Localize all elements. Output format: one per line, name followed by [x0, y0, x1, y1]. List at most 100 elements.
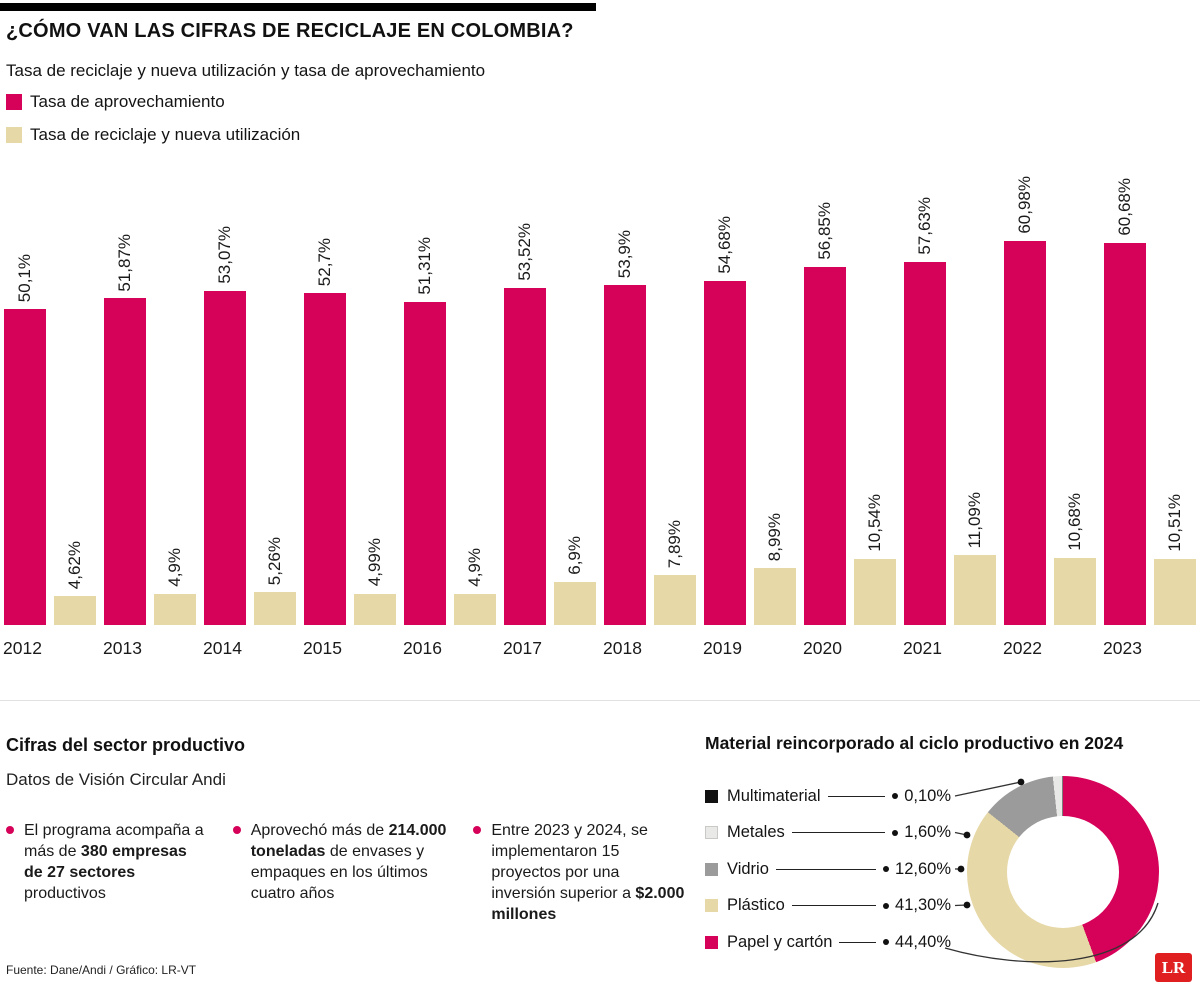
bar-value-label: 11,09%: [965, 491, 984, 549]
year-group: 56,85% 10,54% 2020: [800, 170, 900, 670]
donut-legend-value: 1,60%: [904, 823, 951, 841]
bar-value-label: 57,63%: [915, 197, 934, 255]
donut-legend: Multimaterial 0,10% Metales 1,60% Vidrio 12,6…: [705, 783, 951, 966]
bar-column: 51,31%: [404, 237, 446, 625]
year-label: 2016: [403, 638, 442, 658]
bullet-item: El programa acompaña a más de 380 empres…: [6, 820, 209, 926]
bar: [304, 293, 346, 625]
bar-value-label: 60,68%: [1115, 178, 1134, 236]
sector-subtitle: Datos de Visión Circular Andi: [6, 770, 226, 789]
donut-legend-item: Plástico 41,30%: [705, 893, 951, 919]
legend-connector-line: [791, 905, 877, 906]
bar-column: 57,63%: [904, 197, 946, 625]
donut-hole: [1007, 816, 1119, 928]
bar: [454, 594, 496, 625]
donut-title: Material reincorporado al ciclo producti…: [705, 733, 1124, 753]
bar-pair: 52,7% 4,99%: [300, 170, 400, 625]
bar-column: 10,51%: [1154, 494, 1196, 625]
bar: [654, 575, 696, 625]
donut-legend-label: Papel y cartón: [727, 932, 833, 951]
bar-column: 51,87%: [104, 234, 146, 625]
bar: [4, 309, 46, 625]
bar: [904, 261, 946, 625]
bar: [1104, 242, 1146, 625]
bar-pair: 57,63% 11,09%: [900, 170, 1000, 625]
bar-pair: 56,85% 10,54%: [800, 170, 900, 625]
bullet-dot: [473, 826, 482, 834]
legend-connector-line: [839, 941, 877, 943]
bar: [604, 285, 646, 625]
bar: [704, 280, 746, 625]
donut-legend-label: Multimaterial: [727, 786, 821, 805]
legend-label: Tasa de reciclaje y nueva utilización: [30, 125, 301, 144]
bar: [754, 568, 796, 625]
year-label: 2020: [803, 638, 842, 658]
bullet-item: Aprovechó más de 214.000 toneladas de en…: [232, 820, 450, 926]
donut-legend-item: Papel y cartón 44,40%: [705, 929, 951, 955]
bar-value-label: 51,87%: [115, 233, 134, 292]
source-credit: Fuente: Dane/Andi / Gráfico: LR-VT: [6, 963, 197, 977]
bar: [954, 555, 996, 625]
year-group: 50,1% 4,62% 2012: [0, 170, 100, 670]
donut-legend-label: Vidrio: [727, 859, 769, 878]
bar: [804, 266, 846, 625]
legend-dot: [883, 866, 890, 872]
legend-swatch: [6, 127, 22, 143]
donut-legend-swatch: [705, 935, 718, 949]
bar: [504, 287, 546, 625]
year-label: 2015: [303, 638, 342, 658]
bar-column: 6,9%: [554, 536, 596, 625]
donut-legend-label: Plástico: [727, 896, 785, 914]
year-group: 52,7% 4,99% 2015: [300, 170, 400, 670]
donut-legend-item: Multimaterial 0,10%: [705, 783, 951, 809]
sector-title: Cifras del sector productivo: [6, 735, 246, 755]
bar-pair: 50,1% 4,62%: [0, 170, 100, 625]
bar-pair: 53,9% 7,89%: [600, 170, 700, 625]
bar-value-label: 8,99%: [765, 513, 784, 562]
donut-legend-swatch: [705, 826, 718, 839]
legend-item: Tasa de aprovechamiento: [6, 92, 300, 112]
bar-pair: 51,31% 4,9%: [400, 170, 500, 625]
year-label: 2012: [3, 638, 42, 658]
bar-value-label: 7,89%: [665, 520, 684, 569]
bar-column: 5,26%: [254, 537, 296, 625]
bar-pair: 54,68% 8,99%: [700, 170, 800, 625]
bar-value-label: 51,31%: [415, 237, 434, 295]
year-label: 2018: [603, 638, 642, 658]
donut-legend-swatch: [705, 862, 718, 876]
bar-column: 54,68%: [704, 216, 746, 625]
year-group: 60,68% 10,51% 2023: [1100, 170, 1200, 670]
bar-value-label: 60,98%: [1015, 176, 1034, 234]
bar-value-label: 53,52%: [515, 223, 534, 281]
bar-value-label: 4,62%: [65, 540, 84, 589]
year-label: 2023: [1103, 638, 1142, 658]
sector-section: Cifras del sector productivo Datos de Vi…: [6, 735, 686, 926]
donut-legend-value: 41,30%: [895, 896, 951, 914]
bar-column: 56,85%: [804, 202, 846, 625]
legend-connector-line: [791, 832, 886, 833]
donut-legend-swatch: [705, 789, 718, 803]
bar-value-label: 53,9%: [615, 230, 634, 279]
bar-pair: 53,07% 5,26%: [200, 170, 300, 625]
bar: [104, 298, 146, 625]
year-label: 2017: [503, 638, 542, 658]
bar-value-label: 4,9%: [465, 548, 484, 588]
bar-value-label: 52,7%: [315, 237, 334, 286]
year-group: 51,87% 4,9% 2013: [100, 170, 200, 670]
donut-legend-value: 44,40%: [895, 932, 951, 951]
donut-legend-value: 12,60%: [895, 859, 951, 878]
donut-legend-item: Vidrio 12,60%: [705, 856, 951, 882]
bar: [154, 594, 196, 625]
bullet-text: Aprovechó más de 214.000 toneladas de en…: [250, 822, 447, 903]
year-label: 2021: [903, 638, 942, 658]
bar: [404, 301, 446, 625]
year-group: 54,68% 8,99% 2019: [700, 170, 800, 670]
bar-value-label: 6,9%: [565, 535, 584, 575]
legend-dot: [892, 793, 899, 799]
legend-dot: [892, 829, 899, 836]
year-group: 51,31% 4,9% 2016: [400, 170, 500, 670]
donut-chart: [967, 776, 1159, 968]
legend-connector-line: [775, 868, 877, 870]
donut-legend-swatch: [705, 899, 718, 912]
year-label: 2013: [103, 638, 142, 658]
